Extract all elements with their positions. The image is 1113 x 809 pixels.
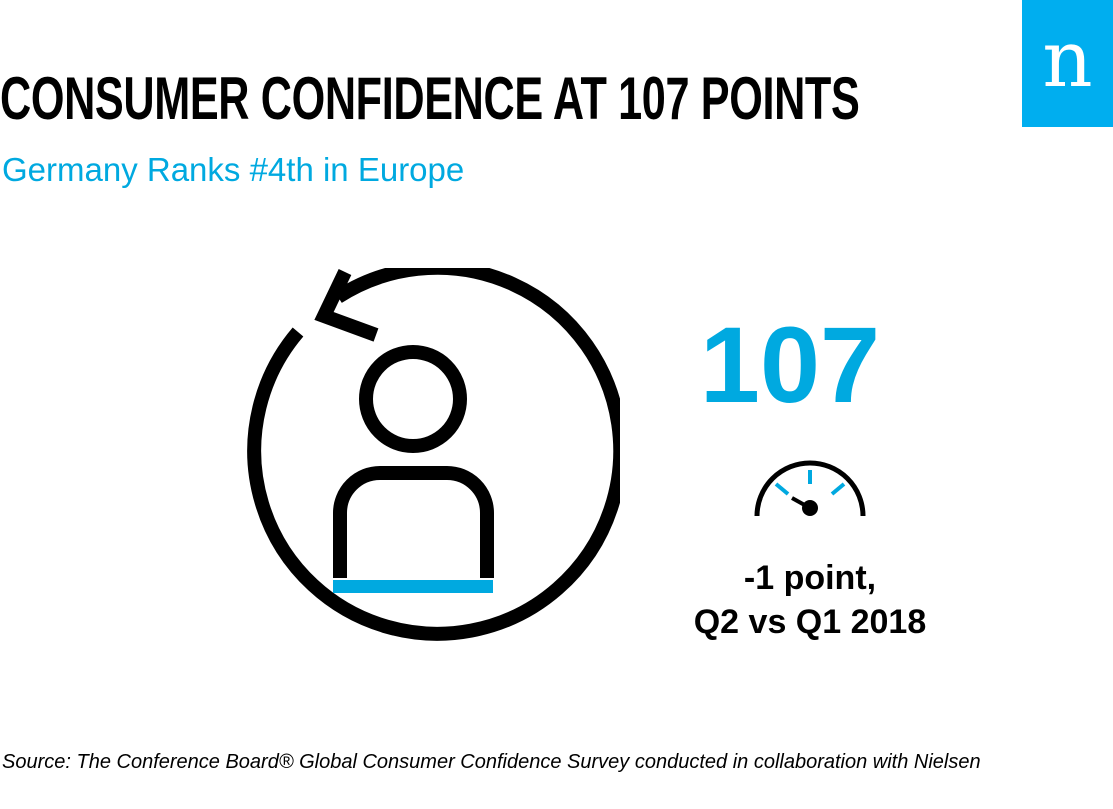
- confidence-value: 107: [699, 304, 881, 425]
- person-base-line: [333, 580, 493, 593]
- logo-letter: n: [1042, 15, 1093, 105]
- gauge-icon: [754, 460, 866, 517]
- source-note: Source: The Conference Board® Global Con…: [2, 751, 981, 773]
- arrow-head: [314, 268, 379, 342]
- nielsen-logo: n: [1022, 0, 1113, 127]
- person-body: [333, 466, 494, 578]
- gauge-arc: [754, 460, 866, 517]
- change-text-line1: -1 point,: [743, 559, 877, 597]
- person-refresh-icon: [247, 268, 620, 641]
- person-head: [359, 345, 467, 453]
- gauge-tick-left: [774, 482, 790, 496]
- change-text-line2: Q2 vs Q1 2018: [693, 603, 927, 641]
- gauge-tick-right: [830, 482, 846, 496]
- page-title: CONSUMER CONFIDENCE AT 107 POINTS: [0, 65, 860, 132]
- page-subtitle: Germany Ranks #4th in Europe: [2, 151, 465, 188]
- gauge-hub: [802, 500, 818, 516]
- circular-arrow-path: [247, 268, 620, 641]
